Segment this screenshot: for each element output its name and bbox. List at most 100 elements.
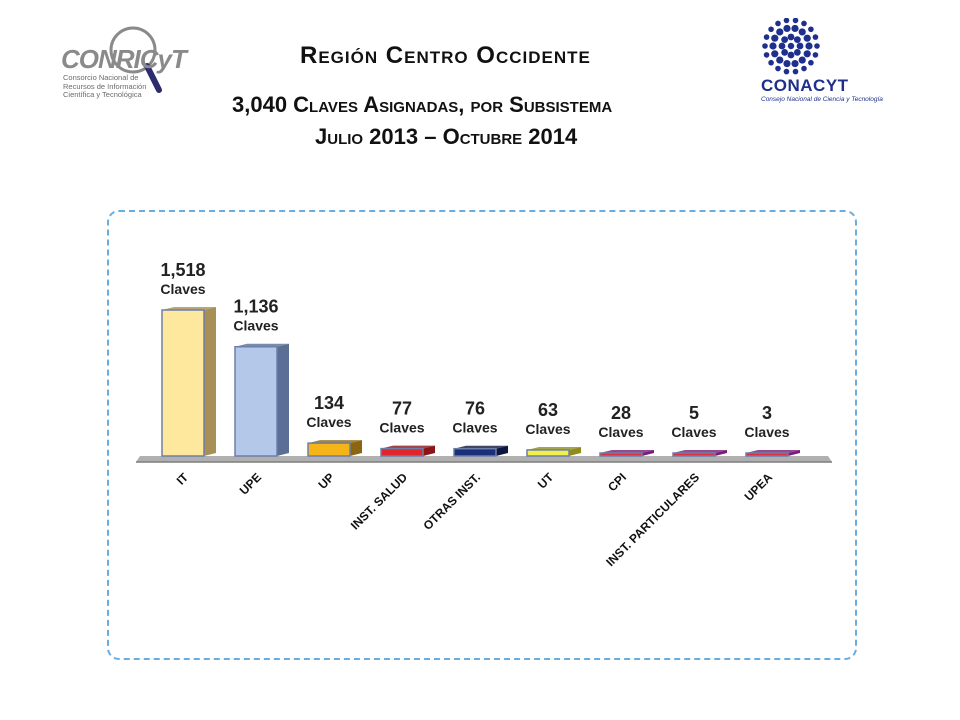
bar-group <box>526 446 581 457</box>
conacyt-dot <box>768 59 774 66</box>
conacyt-dot <box>791 24 799 33</box>
bar <box>380 447 424 457</box>
bar-group <box>161 307 216 457</box>
bar <box>161 309 205 457</box>
bar <box>234 345 278 457</box>
conacyt-dot <box>771 34 779 42</box>
slide-period: Julio 2013 – Octubre 2014 <box>315 124 578 149</box>
bar-group <box>380 445 435 457</box>
conacyt-logo: CONACYT Consejo Nacional de Ciencia y Te… <box>733 17 883 108</box>
bar-value-label: 28 <box>611 403 631 423</box>
bar-side <box>715 450 727 456</box>
conacyt-dot <box>783 68 790 75</box>
conacyt-dot <box>775 65 781 72</box>
bar-value-label: 1,518 <box>160 260 205 280</box>
x-tick-label: UT <box>535 470 557 492</box>
conacyt-dot <box>783 24 791 33</box>
conacyt-dot <box>793 36 801 44</box>
chart-panel <box>107 210 857 660</box>
conacyt-dot <box>808 59 814 66</box>
conacyt-dot <box>814 43 820 49</box>
title-block: Región Centro Occidente 3,040 Claves Asi… <box>0 0 960 170</box>
conacyt-dot <box>768 26 774 33</box>
bar-value-label: 77 <box>392 399 412 419</box>
conacyt-dot <box>763 52 770 58</box>
conricyt-tagline-line: Consorcio Nacional de <box>63 73 139 82</box>
bar-top <box>381 445 435 449</box>
conricyt-tagline-line: Científica y Tecnológica <box>63 90 142 99</box>
bar-value-label: 76 <box>465 399 485 419</box>
x-tick-label: OTRAS INST. <box>420 470 483 533</box>
conacyt-dot <box>803 50 811 58</box>
conricyt-logo-name: CONRICyT <box>61 44 187 74</box>
bar-unit-label: Claves <box>671 424 716 440</box>
bar-unit-label: Claves <box>379 420 424 436</box>
bar-value-label: 1,136 <box>233 297 278 317</box>
conacyt-dot <box>783 59 791 68</box>
bar-side <box>204 307 216 456</box>
conacyt-dot <box>803 34 811 42</box>
conacyt-dot <box>762 43 768 49</box>
conacyt-dot <box>808 26 814 33</box>
conacyt-dot <box>781 48 789 56</box>
conacyt-dot <box>792 68 799 75</box>
bar-side <box>277 343 289 456</box>
conacyt-dot <box>812 34 819 40</box>
conacyt-dot <box>769 42 777 50</box>
conacyt-dot <box>801 20 807 27</box>
conacyt-dot <box>793 48 801 56</box>
chart-floor <box>136 456 832 462</box>
bar-side <box>642 450 654 456</box>
x-tick-label: INST. SALUD <box>348 470 410 532</box>
conacyt-dot <box>798 28 806 36</box>
bar-unit-label: Claves <box>525 421 570 437</box>
conricyt-logo-mark <box>109 26 162 93</box>
conacyt-dot <box>796 42 804 50</box>
conacyt-logo-name: CONACYT <box>761 76 849 95</box>
bar <box>453 447 497 457</box>
bar-unit-label: Claves <box>233 318 278 334</box>
conacyt-dot <box>778 42 786 50</box>
slide-subtitle: 3,040 Claves Asignadas, por Subsistema <box>232 92 613 117</box>
bar-group <box>745 450 800 457</box>
conacyt-dot <box>776 28 784 36</box>
x-tick-label: IT <box>174 470 192 488</box>
conacyt-dot <box>783 17 790 24</box>
bar-value-label: 63 <box>538 400 558 420</box>
conacyt-dot <box>798 56 806 64</box>
conricyt-tagline-line: Recursos de Información <box>63 81 147 91</box>
slide-title: Región Centro Occidente <box>300 42 591 69</box>
conacyt-dot <box>792 17 799 24</box>
x-tick-label: UPEA <box>742 470 776 504</box>
bar-top <box>235 343 289 347</box>
bar <box>745 452 789 457</box>
conacyt-dot <box>791 59 799 68</box>
conacyt-dot <box>787 42 795 50</box>
conricyt-logo-tagline: Consorcio Nacional de Recursos de Inform… <box>63 73 147 100</box>
conricyt-logo: CONRICyT Consorcio Nacional de Recursos … <box>55 20 195 105</box>
bar-side <box>423 445 435 456</box>
conacyt-dot <box>787 51 795 59</box>
bar-unit-label: Claves <box>452 420 497 436</box>
bar <box>307 442 351 457</box>
conacyt-dot <box>781 36 789 44</box>
conacyt-logo-mark <box>762 17 820 75</box>
x-tick-label: UPE <box>237 470 264 497</box>
bar-group <box>453 445 508 457</box>
bar-group <box>234 343 289 457</box>
conacyt-dot <box>771 50 779 58</box>
conacyt-dot <box>812 52 819 58</box>
bar <box>526 449 570 457</box>
bar-unit-label: Claves <box>160 281 205 297</box>
bar-value-label: 3 <box>762 403 772 423</box>
conacyt-logo-tagline: Consejo Nacional de Ciencia y Tecnología <box>761 96 883 103</box>
conacyt-dot <box>787 33 795 41</box>
bar-unit-label: Claves <box>744 424 789 440</box>
bar <box>599 452 643 457</box>
bar-side <box>350 440 362 456</box>
conacyt-dot <box>801 65 807 72</box>
bar-side <box>496 445 508 456</box>
conacyt-dot <box>776 56 784 64</box>
conacyt-dot <box>763 34 770 40</box>
